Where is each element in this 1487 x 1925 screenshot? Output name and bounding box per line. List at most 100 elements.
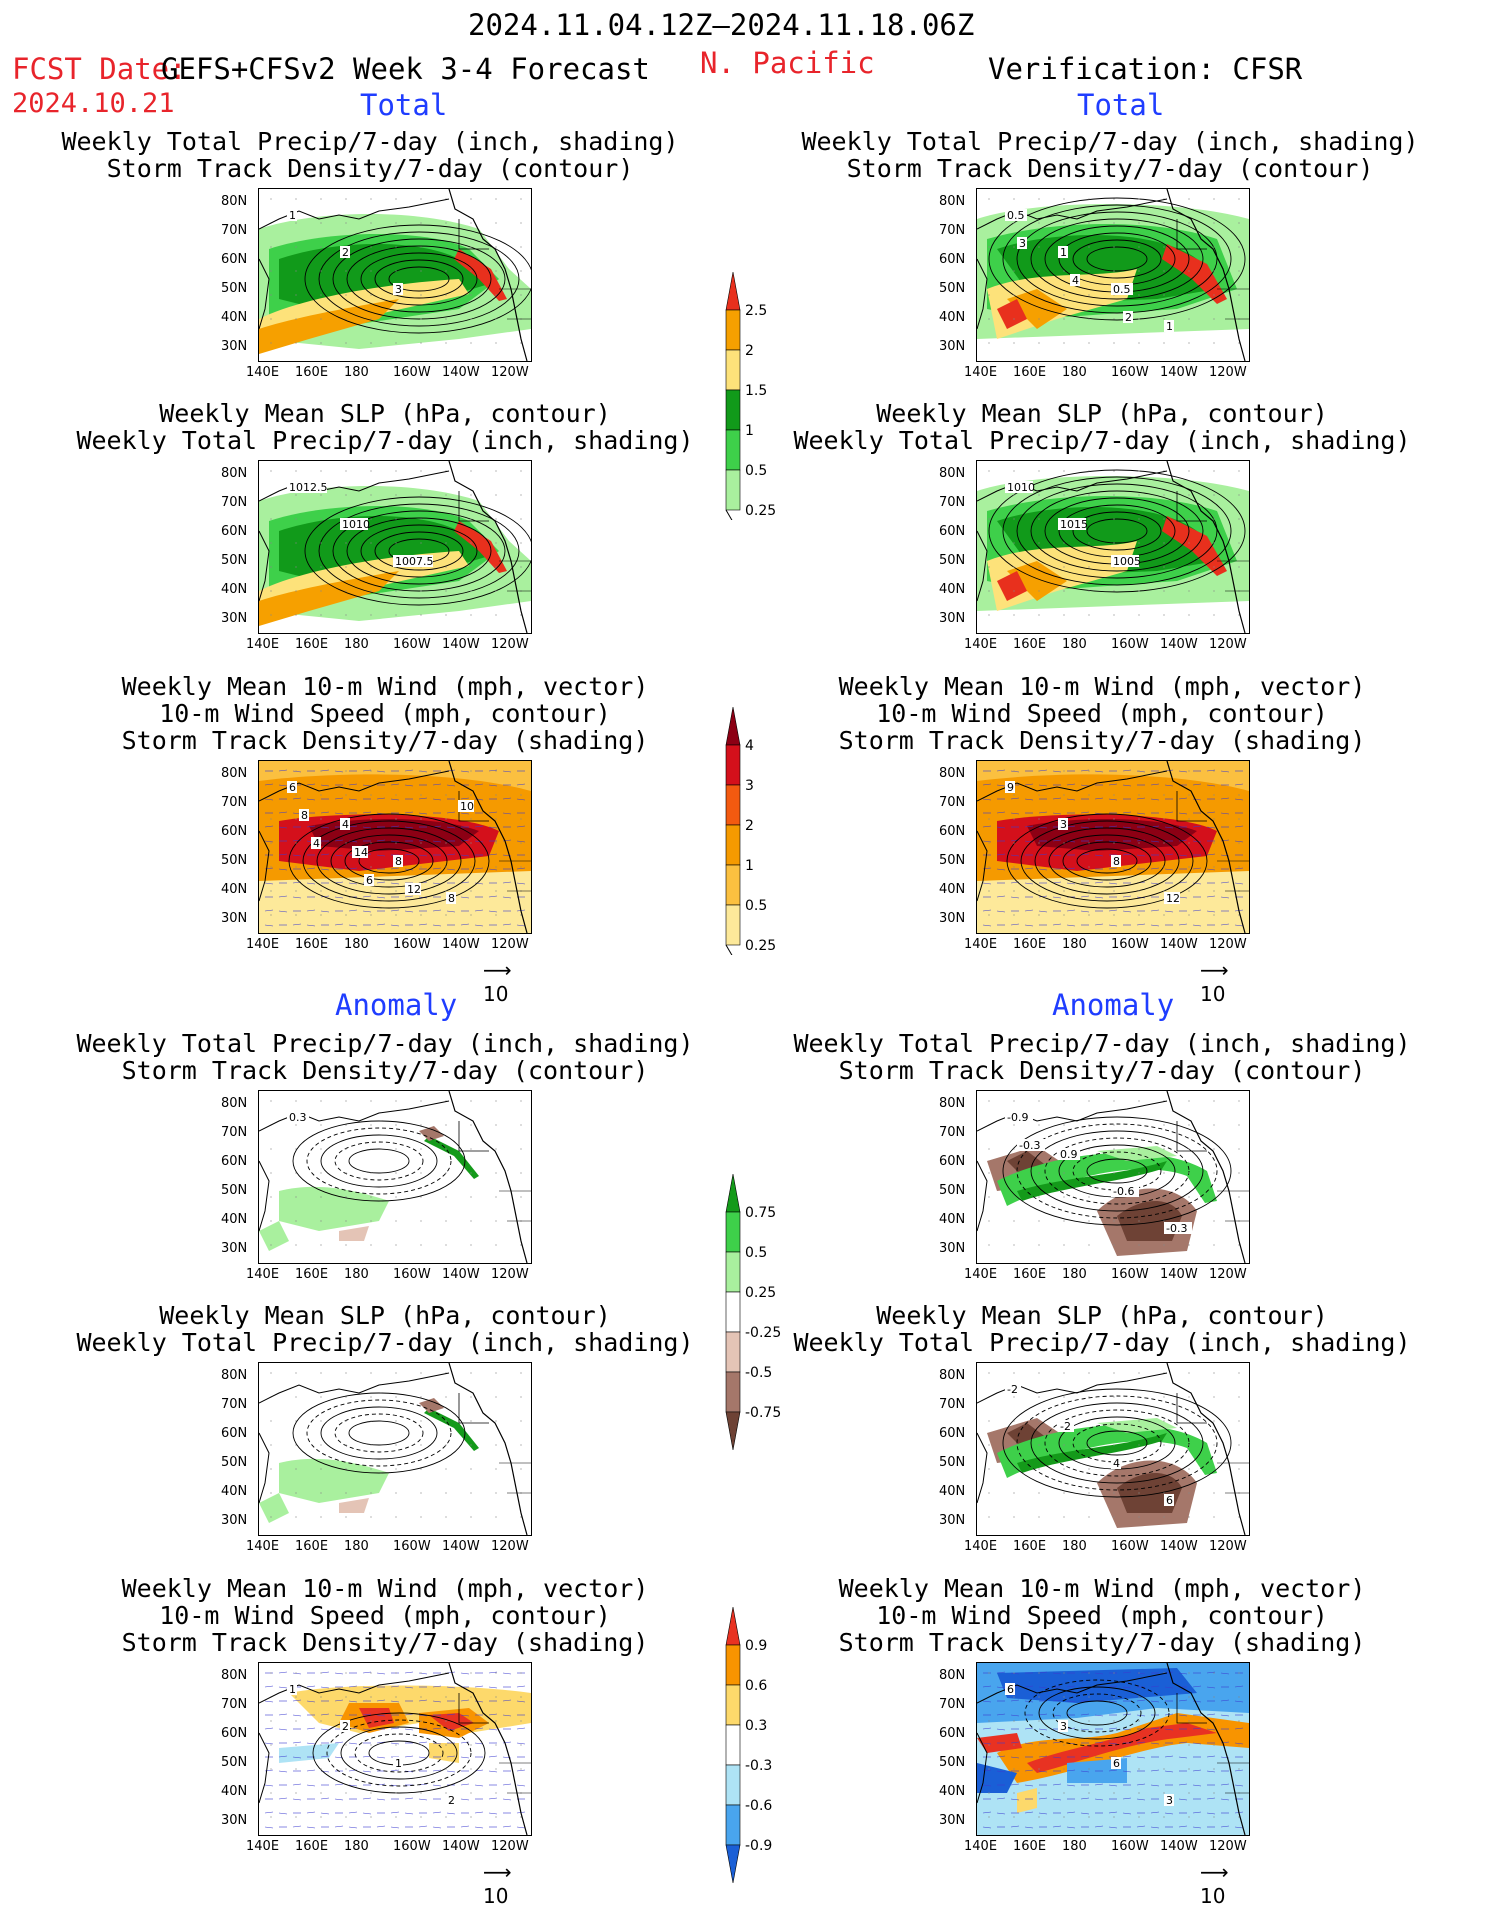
wind-vector [1206,1728,1216,1731]
grid-dot [520,1696,522,1698]
grid-dot [395,1172,397,1174]
wind-vector [418,1672,428,1675]
wind-vector [1094,1714,1104,1717]
shade-region [1007,289,1067,329]
grid-dot [988,1792,990,1794]
grid-dot [420,470,422,472]
wind-vector [432,1742,442,1745]
svg-text:14: 14 [354,846,368,859]
wind-vector [474,1685,484,1688]
grid-dot [370,1244,372,1246]
grid-dot [1163,1768,1165,1770]
contour-line [1006,813,1208,909]
grid-dot [420,1696,422,1698]
grid-dot [1213,342,1215,344]
grid-dot [1013,294,1015,296]
grid-dot [1088,1696,1090,1698]
wind-vector [362,1770,372,1773]
wind-vector [362,1671,372,1674]
wind-vector [278,853,288,856]
lon-tick-label: 140W [1160,1267,1198,1282]
grid-dot [345,198,347,200]
grid-dot [1013,494,1015,496]
coastline [448,1363,528,1535]
wind-vector [1038,1755,1048,1758]
grid-dot [1063,1444,1065,1446]
grid-dot [1188,566,1190,568]
grid-dot [445,1720,447,1722]
wind-vector [516,882,526,885]
grid-dot [1163,222,1165,224]
grid-dot [1088,842,1090,844]
shade-region [1097,1418,1177,1433]
lon-tick-label: 160E [1013,1539,1047,1554]
grid-dot [1088,1468,1090,1470]
contour-label: 10 [458,800,474,813]
grid-dot [520,614,522,616]
grid-dot [470,614,472,616]
svg-text:4: 4 [342,818,349,831]
wind-vector [348,1811,358,1814]
arrow-right-icon: ⟶ [483,958,512,982]
grid-dot [345,318,347,320]
grid-dot [1013,518,1015,520]
cbar-label: 0.5 [745,1245,768,1261]
coastline [1166,1363,1246,1535]
wind-vector [418,854,428,857]
contour-label: 4 [311,837,321,850]
wind-vector [1150,1811,1160,1814]
grid-dot [1013,770,1015,772]
wind-vector [334,1699,344,1702]
grid-dot [1188,518,1190,520]
wind-vector [404,853,414,856]
grid-dot [1238,566,1240,568]
wind-vector [418,1741,428,1744]
grid-dot [1238,222,1240,224]
grid-dot [1088,1720,1090,1722]
wind-vector [502,896,512,899]
lat-tick-label: 60N [221,524,248,539]
wind-vector [516,867,526,870]
colorbar-track-total: 4 3 2 1 0.5 0.25 [725,705,845,959]
lat-tick-label: 30N [221,339,248,354]
lat-tick-label: 80N [221,194,248,209]
wind-vector [1108,1826,1118,1829]
wind-vector [1164,1770,1174,1773]
border-line [1217,1762,1249,1794]
grid-dot [345,470,347,472]
wind-vector [278,784,288,787]
wind-vector [1122,910,1132,913]
grid-dot [520,542,522,544]
grid-dot [470,1768,472,1770]
grid-dot [1138,1396,1140,1398]
grid-dot [1063,222,1065,224]
coastline [977,1672,1168,1704]
wind-vector [982,840,992,843]
wind-vector [446,1755,456,1758]
wind-vector [1206,1797,1216,1800]
title-anom-wind-track-left: Weekly Mean 10-m Wind (mph, vector) 10-m … [121,1574,649,1657]
grid-dot [988,770,990,772]
grid-dot [1238,470,1240,472]
wind-vector [264,1811,274,1814]
grid-dot [1113,318,1115,320]
svg-text:8: 8 [395,855,402,868]
wind-vector [516,1784,526,1787]
grid-dot [1038,1744,1040,1746]
wind-vector [1178,1699,1188,1702]
contour-line [1016,211,1218,307]
grid-dot [395,770,397,772]
wind-vector [1094,1825,1104,1828]
grid-dot [370,1492,372,1494]
grid-dot [1013,914,1015,916]
wind-vector [1234,1742,1244,1745]
wind-vector [474,1811,484,1814]
grid-dot [1063,842,1065,844]
grid-dot [395,494,397,496]
grid-dot [420,1148,422,1150]
wind-vector [292,1756,302,1759]
wind-vector [1220,812,1230,815]
coastline [977,1432,988,1504]
svg-text:1010: 1010 [1007,481,1035,494]
wind-vector [1052,1741,1062,1744]
